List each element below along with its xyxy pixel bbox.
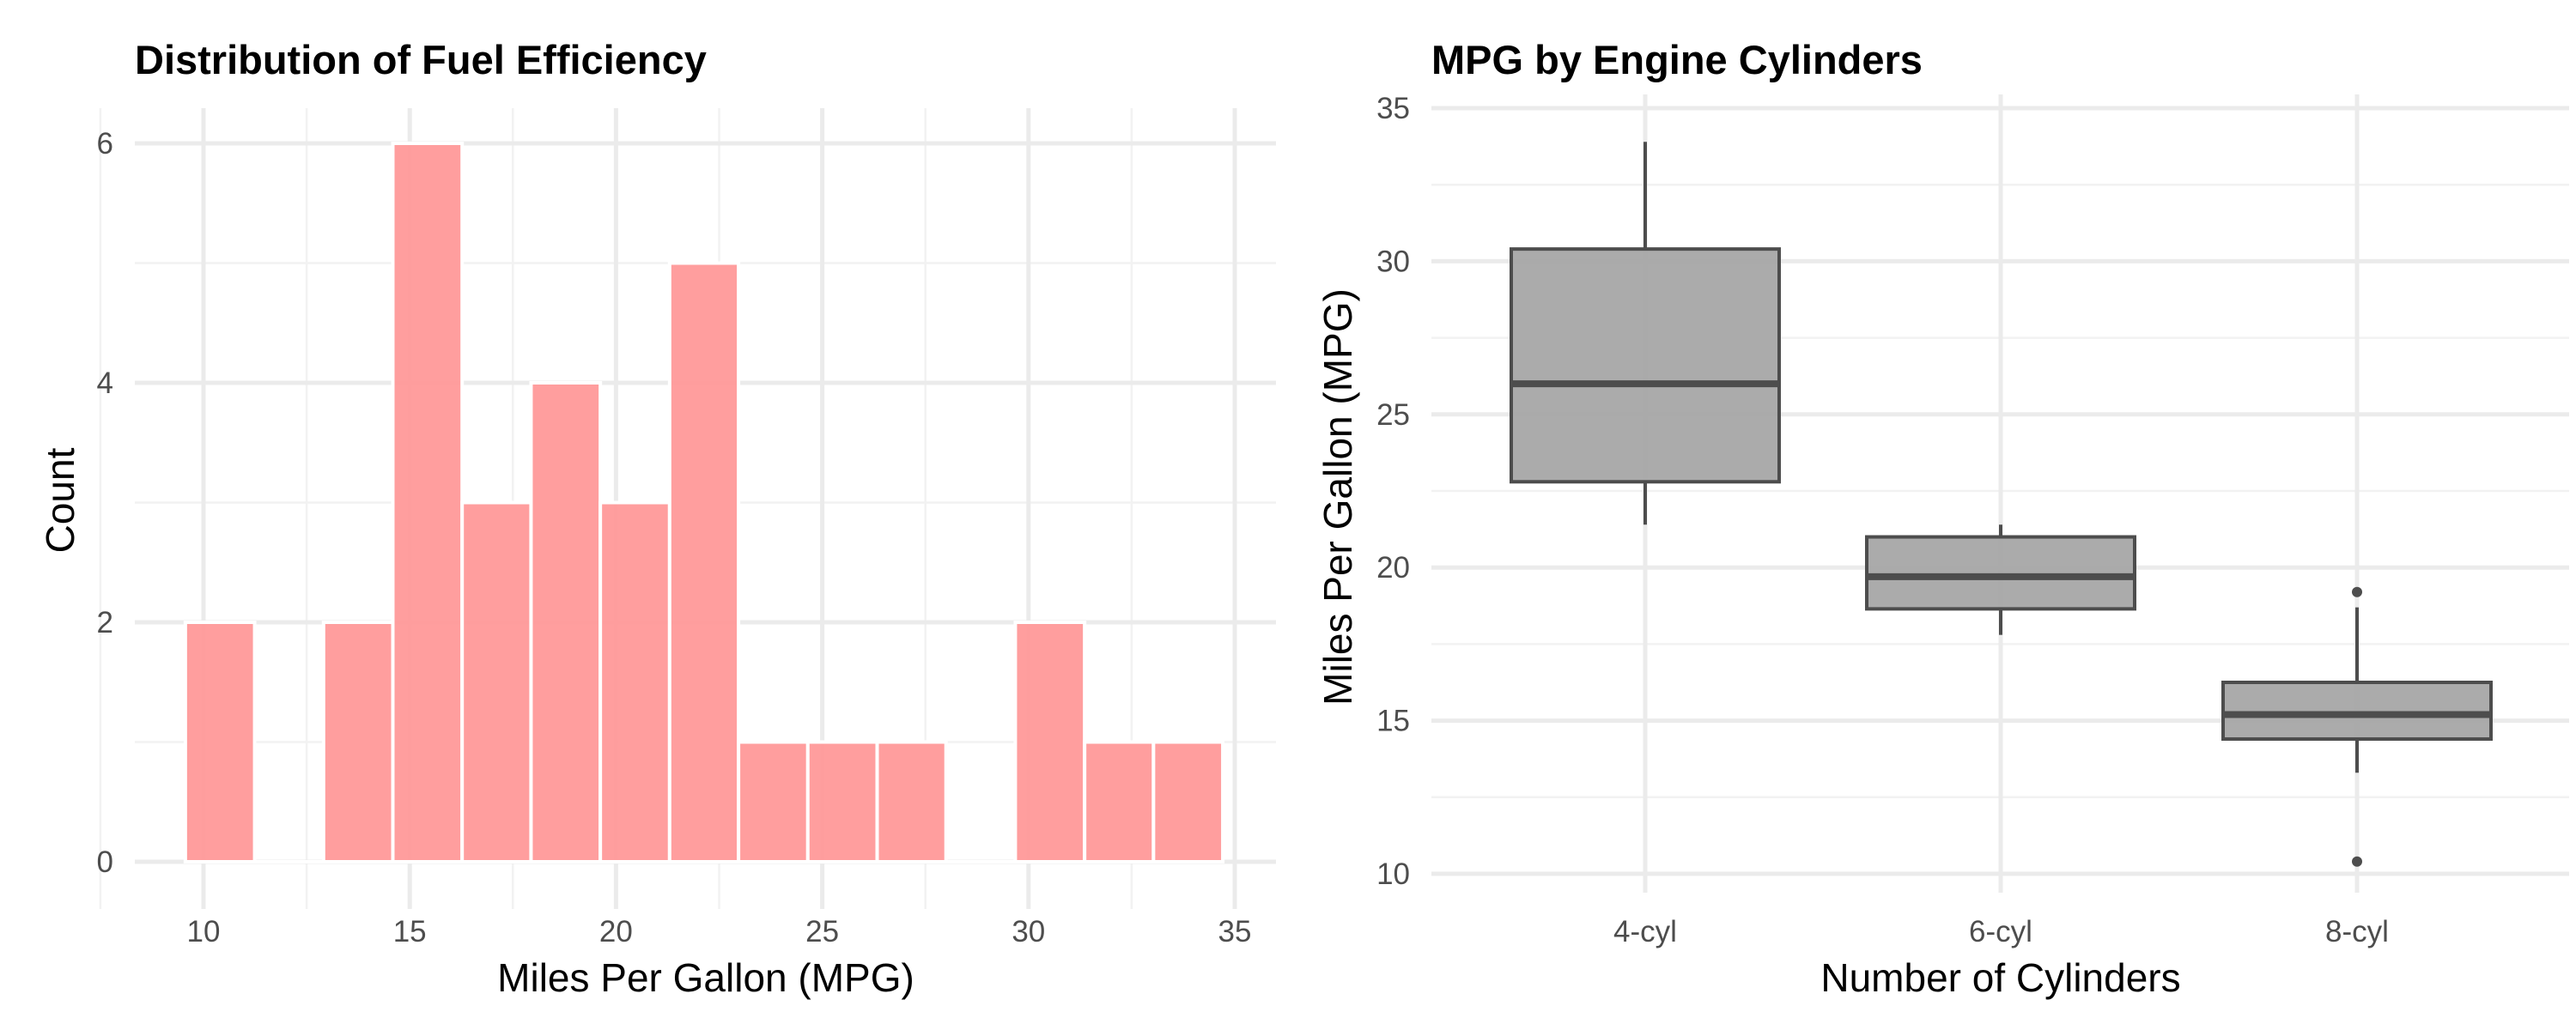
histogram-bar xyxy=(805,740,879,863)
y-tick-label: 15 xyxy=(1376,705,1410,738)
histogram-y-tick-labels: 0 2 4 6 xyxy=(97,127,113,879)
boxplot-y-axis-title: Miles Per Gallon (MPG) xyxy=(1315,288,1360,706)
histogram-bar xyxy=(875,740,948,863)
y-tick-label: 30 xyxy=(1376,245,1410,278)
histogram-x-axis-title: Miles Per Gallon (MPG) xyxy=(497,955,914,1000)
boxplot-gridlines xyxy=(1431,94,2569,893)
boxplot-y-tick-labels: 10 15 20 25 30 35 xyxy=(1376,92,1410,891)
outlier-point xyxy=(2352,856,2362,867)
y-tick-label: 35 xyxy=(1376,92,1410,125)
outlier-point xyxy=(2352,586,2362,597)
boxplot-panel: MPG by Engine Cylinders 10 15 20 25 30 35 4-c… xyxy=(1315,37,2569,1000)
histogram-x-tick-labels: 10 15 20 25 30 35 xyxy=(187,915,1252,948)
histogram-bar xyxy=(1151,740,1225,863)
x-tick-label: 8-cyl xyxy=(2325,915,2389,948)
histogram-bar xyxy=(391,142,465,863)
x-tick-label: 30 xyxy=(1012,915,1045,948)
y-tick-label: 4 xyxy=(97,367,113,400)
histogram-bar xyxy=(321,621,395,863)
boxplot-boxes xyxy=(1510,142,2493,867)
histogram-bar xyxy=(737,740,810,863)
y-tick-label: 0 xyxy=(97,845,113,879)
x-tick-label: 15 xyxy=(393,915,427,948)
histogram-bar xyxy=(183,621,257,863)
x-tick-label: 35 xyxy=(1218,915,1252,948)
histogram-bars xyxy=(183,142,1225,864)
x-tick-label: 6-cyl xyxy=(1969,915,2032,948)
histogram-bar xyxy=(1083,740,1156,863)
y-tick-label: 25 xyxy=(1376,398,1410,432)
histogram-bar xyxy=(598,500,671,863)
boxplot-title: MPG by Engine Cylinders xyxy=(1431,37,1923,82)
box-8-cyl xyxy=(2221,586,2493,867)
histogram-bar xyxy=(460,500,533,863)
y-tick-label: 6 xyxy=(97,127,113,161)
x-tick-label: 20 xyxy=(599,915,633,948)
x-tick-label: 10 xyxy=(187,915,221,948)
y-tick-label: 2 xyxy=(97,606,113,639)
iqr-box xyxy=(1510,247,1781,484)
iqr-box xyxy=(1865,535,2136,611)
y-tick-label: 10 xyxy=(1376,857,1410,891)
x-tick-label: 25 xyxy=(805,915,839,948)
histogram-bar xyxy=(529,381,603,863)
iqr-box xyxy=(2221,681,2493,742)
boxplot-x-axis-title: Number of Cylinders xyxy=(1820,955,2180,1000)
y-tick-label: 20 xyxy=(1376,551,1410,585)
x-tick-label: 4-cyl xyxy=(1613,915,1677,948)
histogram-bar xyxy=(1013,621,1087,863)
histogram-bar xyxy=(667,261,741,863)
box-6-cyl xyxy=(1865,524,2136,635)
box-4-cyl xyxy=(1510,142,1781,525)
boxplot-x-tick-labels: 4-cyl 6-cyl 8-cyl xyxy=(1613,915,2389,948)
histogram-title: Distribution of Fuel Efficiency xyxy=(135,37,707,82)
histogram-y-axis-title: Count xyxy=(38,447,82,553)
